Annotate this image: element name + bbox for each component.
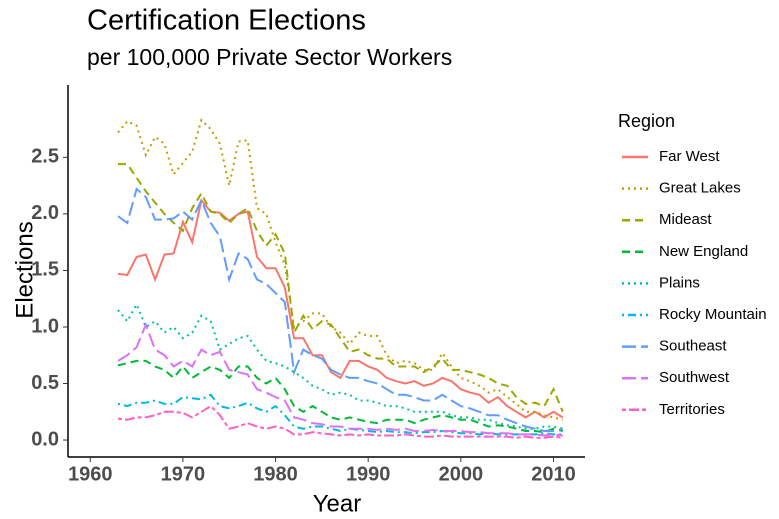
legend-label: Great Lakes <box>659 180 741 197</box>
legend-label: Rocky Mountain <box>659 306 767 323</box>
legend-label: Territories <box>659 401 725 418</box>
x-axis-label: Year <box>313 490 362 517</box>
legend-label: Plains <box>659 274 700 291</box>
x-tick-label: 2000 <box>439 463 484 485</box>
legend-label: Far West <box>659 148 720 165</box>
y-tick-label: 1.5 <box>31 259 59 281</box>
x-tick-label: 1970 <box>161 463 206 485</box>
legend-title: Region <box>618 111 675 131</box>
legend-label: Southwest <box>659 369 730 386</box>
series-line <box>117 118 564 421</box>
x-tick-label: 2010 <box>531 463 576 485</box>
series-line <box>117 198 564 419</box>
y-axis-label: Elections <box>11 221 38 318</box>
series-line <box>117 302 564 430</box>
x-tick-label: 1960 <box>68 463 113 485</box>
series-line <box>117 404 563 439</box>
legend-label: New England <box>659 243 748 260</box>
series-line <box>117 359 564 434</box>
chart-title: Certification Elections <box>87 5 366 37</box>
legend-label: Mideast <box>659 211 712 228</box>
x-tick-label: 1980 <box>253 463 298 485</box>
legend-label: Southeast <box>659 338 727 355</box>
series-line <box>118 163 564 413</box>
y-tick-label: 0.0 <box>31 428 59 450</box>
series-line <box>117 321 563 437</box>
y-tick-label: 2.0 <box>31 202 59 224</box>
y-tick-label: 1.0 <box>31 315 59 337</box>
y-tick-label: 0.5 <box>31 372 59 394</box>
series-line <box>117 187 564 432</box>
chart-subtitle: per 100,000 Private Sector Workers <box>87 44 452 70</box>
y-tick-label: 2.5 <box>31 146 59 168</box>
x-tick-label: 1990 <box>346 463 391 485</box>
